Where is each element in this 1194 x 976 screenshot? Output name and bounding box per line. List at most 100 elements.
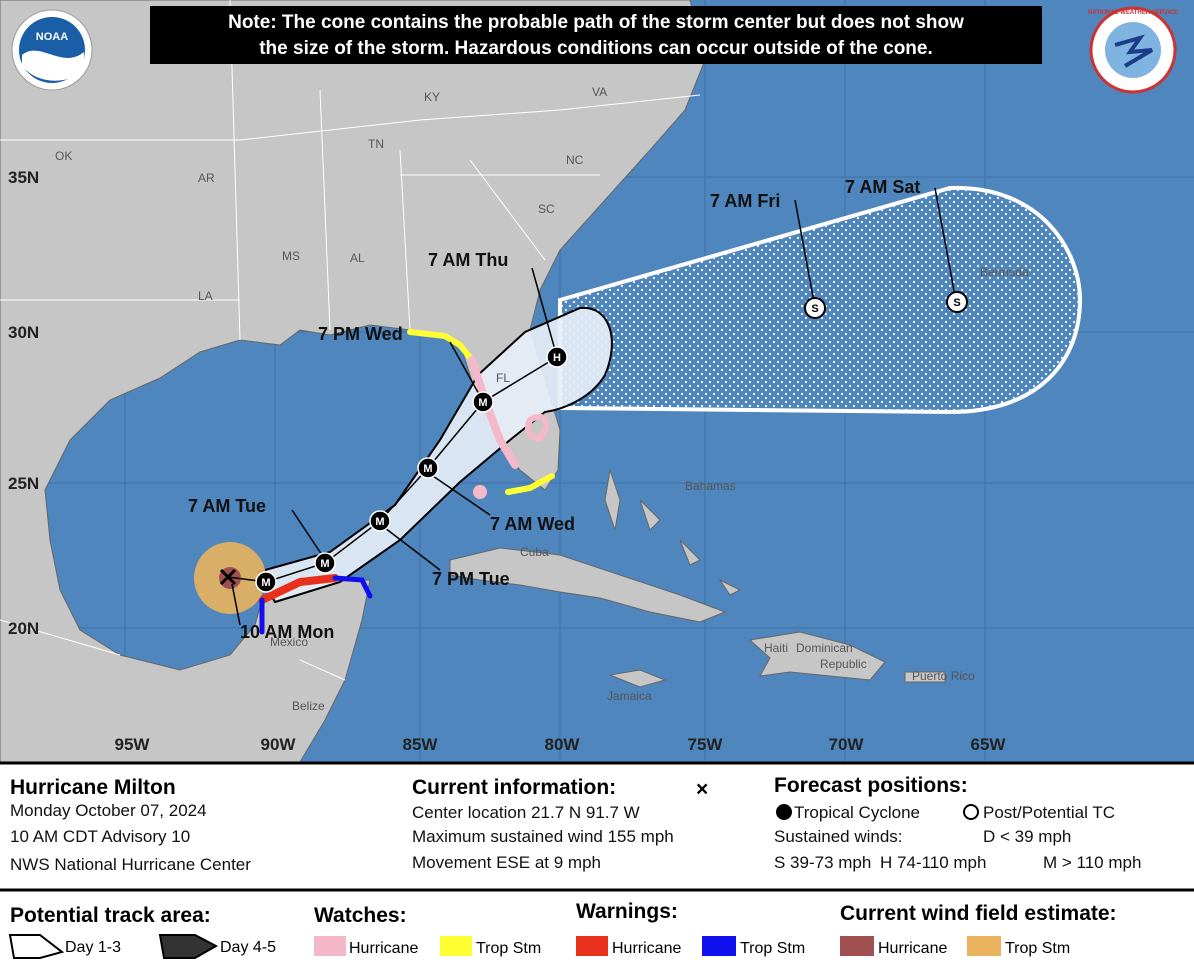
place-label: Cuba <box>520 545 549 559</box>
lon-label: 85W <box>403 735 439 754</box>
current-heading: Current information: <box>412 776 616 799</box>
marker-letter: M <box>375 516 384 528</box>
markers: M M M M M H S S <box>255 291 968 593</box>
marker-letter: M <box>423 463 432 475</box>
note-line: the size of the storm. Hazardous conditi… <box>259 38 933 59</box>
forecast-label: 7 AM Wed <box>490 514 575 534</box>
land-jamaica <box>608 669 667 688</box>
storm-date: Monday October 07, 2024 <box>10 801 207 820</box>
place-label: Haiti <box>764 641 788 655</box>
current-symbol: × <box>696 778 708 801</box>
nws-logo: NATIONAL WEATHER SERVICE <box>1088 6 1178 94</box>
place-label: Dominican <box>796 641 853 655</box>
place-labels: OK AR LA MS AL TN KY VA NC SC FL Cuba Ba… <box>55 85 1029 713</box>
place-label: Puerto Rico <box>912 669 975 683</box>
land-bahamas <box>604 469 742 596</box>
legend-text: Sustained winds: <box>774 827 903 846</box>
storm-name: Hurricane Milton <box>10 776 176 799</box>
land-puerto-rico <box>904 671 946 683</box>
lat-label: 20N <box>8 619 39 638</box>
cone-day-1-3 <box>256 306 613 604</box>
forecast-heading: Forecast positions: <box>774 774 968 797</box>
lat-labels: 35N 30N 25N 20N <box>8 168 39 638</box>
place-label: Mexico <box>270 635 308 649</box>
place-label: Republic <box>820 657 867 671</box>
state-borders <box>0 0 701 681</box>
legend-text: Trop Stm <box>1005 940 1070 957</box>
marker-letter: H <box>553 352 561 364</box>
logo-text: NOAA <box>36 31 68 43</box>
legend: Potential track area: Day 1-3 Day 4-5 Wa… <box>8 900 1117 959</box>
map: M M M M M H S S 10 AM Mon 7 AM Tue 7 PM … <box>0 0 1194 763</box>
note-line: Note: The cone contains the probable pat… <box>228 12 964 33</box>
info-panel: Hurricane Milton Monday October 07, 2024… <box>0 761 1194 892</box>
land-hispaniola <box>748 631 886 681</box>
place-label: AR <box>198 171 215 185</box>
legend-heading: Watches: <box>314 904 407 927</box>
current-location: Center location 21.7 N 91.7 W <box>412 803 640 822</box>
current-movement: Movement ESE at 9 mph <box>412 853 601 872</box>
storm-advisory: 10 AM CDT Advisory 10 <box>10 827 190 846</box>
forecast-label: 7 AM Tue <box>188 496 266 516</box>
forecast-labels: 10 AM Mon 7 AM Tue 7 PM Tue 7 AM Wed 7 P… <box>188 177 920 642</box>
legend-heading: Current wind field estimate: <box>840 902 1117 925</box>
forecast-label: 7 AM Thu <box>428 250 508 270</box>
noaa-logo: NOAA <box>11 9 93 91</box>
wind-spot <box>473 485 487 499</box>
place-label: NC <box>566 153 584 167</box>
place-label: SC <box>538 202 555 216</box>
forecast-label: 7 PM Wed <box>318 324 403 344</box>
legend-text: M > 110 mph <box>1043 853 1141 872</box>
forecast-label: 10 AM Mon <box>240 622 334 642</box>
current-position <box>219 568 237 586</box>
current-wind: Maximum sustained wind 155 mph <box>412 827 674 846</box>
logo-text: NATIONAL WEATHER SERVICE <box>1088 10 1178 16</box>
marker-letter: M <box>478 397 487 409</box>
place-label: Jamaica <box>607 689 652 703</box>
legend-text: Day 1-3 <box>65 939 121 956</box>
marker-letter: M <box>320 558 329 570</box>
place-label: FL <box>496 371 510 385</box>
note-box <box>150 6 1042 64</box>
legend-text: Post/Potential TC <box>983 803 1115 822</box>
lon-label: 65W <box>971 735 1007 754</box>
coastal-alerts <box>258 329 555 635</box>
forecast-label: 7 AM Sat <box>845 177 920 197</box>
lon-label: 80W <box>545 735 581 754</box>
legend-text: D < 39 mph <box>983 827 1071 846</box>
place-label: KY <box>424 90 440 104</box>
place-label: Bahamas <box>685 479 736 493</box>
place-label: LA <box>198 289 213 303</box>
legend-text: Day 4-5 <box>220 939 276 956</box>
marker-letter: S <box>811 303 818 315</box>
place-label: Belize <box>292 699 325 713</box>
leader-lines <box>231 187 956 626</box>
legend-text: Hurricane <box>878 940 947 957</box>
legend-text: Hurricane <box>612 940 681 957</box>
place-label: TN <box>368 137 384 151</box>
lon-label: 95W <box>115 735 151 754</box>
lon-labels: 95W 90W 85W 80W 75W 70W 65W <box>115 735 1007 754</box>
land-cuba <box>449 547 727 623</box>
marker-letter: S <box>953 297 960 309</box>
place-label: Bermuda <box>980 265 1029 279</box>
lon-label: 70W <box>829 735 865 754</box>
legend-heading: Warnings: <box>576 900 678 923</box>
marker-letter: M <box>261 577 270 589</box>
lat-label: 30N <box>8 323 39 342</box>
legend-text: S 39-73 mph <box>774 853 871 872</box>
lat-label: 25N <box>8 474 39 493</box>
legend-text: Hurricane <box>349 940 418 957</box>
lon-label: 90W <box>261 735 297 754</box>
legend-text: H 74-110 mph <box>880 853 986 872</box>
place-label: AL <box>350 251 365 265</box>
legend-text: Trop Stm <box>740 940 805 957</box>
forecast-label: 7 AM Fri <box>710 191 780 211</box>
lat-label: 35N <box>8 168 39 187</box>
place-label: VA <box>592 85 607 99</box>
lon-label: 75W <box>688 735 724 754</box>
legend-text: Tropical Cyclone <box>794 803 920 822</box>
legend-heading: Potential track area: <box>10 904 211 927</box>
legend-text: Trop Stm <box>476 940 541 957</box>
